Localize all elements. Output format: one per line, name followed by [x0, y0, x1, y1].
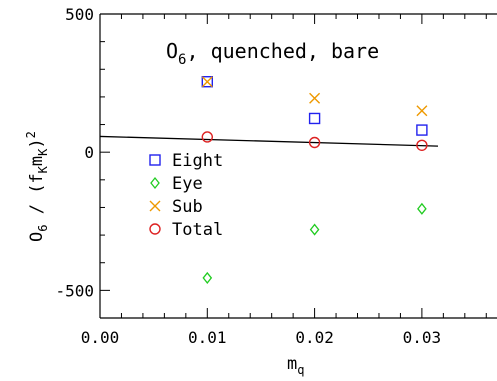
data-point-sub: [201, 76, 213, 88]
x-tick-label: 0.00: [81, 328, 120, 347]
data-point-total: [416, 139, 428, 151]
plot-frame: [99, 13, 497, 319]
y-axis-label: O6 / (fKmK)2: [24, 131, 50, 242]
x-axis-label: mq: [287, 354, 304, 377]
chart-title: O6, quenched, bare: [166, 39, 379, 68]
y-tick-label: 500: [65, 5, 94, 24]
y-tick-label: -500: [55, 281, 94, 300]
data-point-sub: [416, 105, 428, 117]
legend-label-eight: Eight: [172, 151, 223, 171]
x-tick-label: 0.03: [403, 328, 442, 347]
legend-label-total: Total: [172, 220, 223, 240]
data-point-eight: [308, 112, 321, 125]
legend-label-sub: Sub: [172, 197, 203, 217]
x-tick-label: 0.02: [295, 328, 334, 347]
legend-marker-eight: [149, 154, 161, 166]
fit-line-group: [99, 135, 439, 147]
fit-line: [99, 135, 439, 147]
data-point-total: [201, 131, 213, 143]
legend-marker-eye: [150, 176, 160, 190]
legend-marker-sub: [149, 200, 161, 212]
data-point-eye: [202, 271, 213, 284]
data-point-eye: [417, 202, 427, 215]
y-axis: -500 0 500: [55, 5, 110, 319]
x-axis: 0.00 0.01 0.02 0.03: [81, 14, 487, 347]
data-marks: [201, 76, 428, 284]
x-tick-label: 0.01: [188, 328, 227, 347]
legend-label-eye: Eye: [172, 174, 203, 194]
data-point-eye: [309, 223, 320, 236]
data-point-total: [308, 136, 321, 149]
data-point-sub: [309, 92, 321, 104]
y-tick-label: 0: [84, 143, 94, 162]
data-point-eight: [416, 124, 428, 136]
data-point-eight: [201, 76, 213, 88]
legend-marker-total: [149, 223, 161, 235]
legend: Eight Eye Sub Total: [149, 151, 223, 240]
